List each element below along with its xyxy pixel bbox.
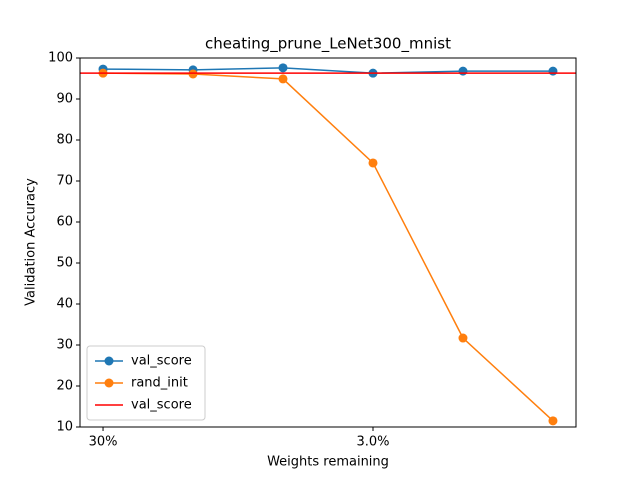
plot-frame <box>79 57 577 428</box>
y-tick-label: 40 <box>56 297 73 312</box>
point <box>458 66 468 76</box>
x-tick-label: 30% <box>89 435 118 450</box>
legend-label: val_score <box>131 398 192 413</box>
y-tick-label: 100 <box>48 51 73 66</box>
y-tick-label: 90 <box>56 92 73 107</box>
y-tick-label: 60 <box>56 215 73 230</box>
point <box>368 158 378 168</box>
point <box>278 63 288 73</box>
y-tick-label: 70 <box>56 174 73 189</box>
y-axis-label: Validation Accuracy <box>24 178 39 306</box>
chart-title: cheating_prune_LeNet300_mnist <box>205 35 451 54</box>
point <box>458 333 468 343</box>
y-tick-label: 80 <box>56 133 73 148</box>
x-tick-label: 3.0% <box>356 435 389 450</box>
x-axis-label: Weights remaining <box>267 455 389 470</box>
legend-marker <box>104 356 114 366</box>
y-tick-label: 10 <box>56 420 73 435</box>
point <box>278 74 288 84</box>
legend-box <box>86 345 206 421</box>
y-tick-label: 50 <box>56 256 73 271</box>
y-tick-label: 30 <box>56 338 73 353</box>
y-tick-label: 20 <box>56 379 73 394</box>
legend-label: rand_init <box>131 376 188 391</box>
point <box>548 416 558 426</box>
point <box>548 66 558 76</box>
legend-label: val_score <box>131 354 192 369</box>
legend: val_score rand_init val_score <box>86 345 206 421</box>
point <box>188 69 198 79</box>
legend-marker <box>104 378 114 388</box>
series-line <box>103 67 553 74</box>
